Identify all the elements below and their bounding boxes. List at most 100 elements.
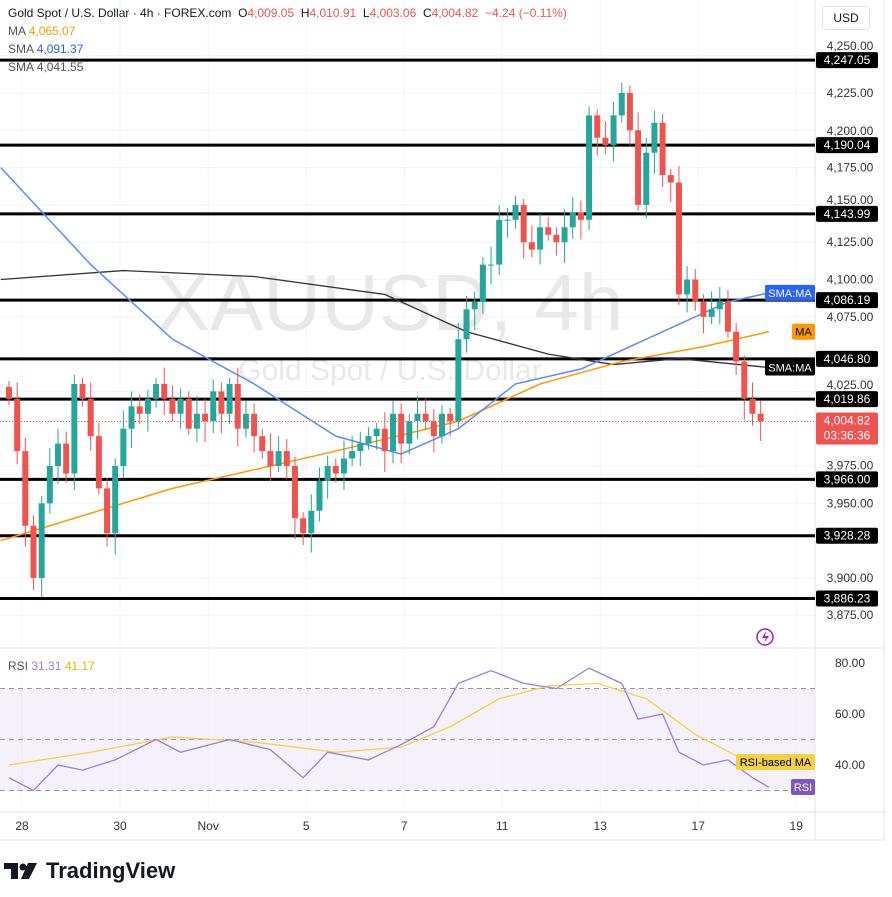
rsi-label: RSI — [794, 782, 812, 794]
candle-down — [218, 391, 225, 414]
price-tick-label: 4,175.00 — [827, 161, 874, 175]
candle-up — [71, 383, 78, 474]
candle-down — [291, 466, 298, 519]
ma-value: 4,065.07 — [28, 24, 76, 38]
candle-up — [618, 93, 625, 116]
candle-down — [161, 383, 168, 399]
rsi-name: RSI — [8, 659, 29, 673]
level-price-badge — [816, 350, 878, 367]
currency-button[interactable]: USD — [822, 6, 870, 30]
candle-down — [635, 130, 642, 205]
candle-up — [496, 219, 503, 265]
candle-down — [422, 413, 429, 422]
candle-up — [512, 204, 519, 220]
level-price-label: 4,143.99 — [824, 207, 871, 221]
bar-countdown: 03:36:36 — [824, 429, 871, 443]
sma-value: 4,091.37 — [36, 42, 84, 56]
rsi-value: 31.31 — [31, 659, 62, 673]
time-tick-label: 30 — [113, 819, 127, 833]
time-tick-label: 11 — [496, 819, 509, 833]
price-tick-label: 4,075.00 — [827, 310, 874, 324]
rsi-ma-value: 41.17 — [64, 659, 95, 673]
rsi-legend[interactable]: RSI 31.31 41.17 — [8, 659, 95, 673]
sma-legend[interactable]: SMA 4,091.37 — [8, 42, 83, 56]
candle-down — [267, 451, 274, 466]
time-tick-label: 13 — [594, 819, 608, 833]
candle-down — [234, 383, 241, 429]
ma-legend[interactable]: MA 4,065.07 — [8, 24, 75, 38]
price-tick-label: 4,025.00 — [827, 378, 874, 392]
candle-up — [537, 227, 544, 250]
level-price-label: 3,966.00 — [824, 472, 871, 486]
candle-up — [55, 443, 62, 466]
open-value: 4,009.05 — [247, 6, 295, 20]
price-tick-label: 4,200.00 — [827, 124, 874, 138]
tradingview-logo-icon — [4, 863, 37, 879]
candle-up — [128, 406, 135, 429]
price-tick-label: 4,150.00 — [827, 193, 874, 207]
candle-down — [602, 137, 609, 146]
candle-down — [332, 466, 339, 474]
candle-down — [104, 488, 111, 534]
price-tick-label: 3,950.00 — [827, 496, 874, 510]
rsi-ma-label-badge — [736, 754, 815, 770]
level-price-label: 4,019.86 — [824, 392, 871, 406]
ma-name: MA — [8, 24, 26, 38]
candle-down — [251, 413, 258, 437]
candle-up — [112, 466, 119, 534]
tradingview-logo[interactable]: TradingView — [4, 858, 175, 884]
candle-up — [463, 309, 470, 340]
sma-slow-legend[interactable]: SMA 4,041.55 — [8, 60, 83, 74]
symbol-legend: Gold Spot / U.S. Dollar · 4h · FOREX.com… — [8, 6, 567, 20]
candle-down — [594, 115, 601, 138]
time-tick-label: 7 — [401, 819, 408, 833]
sma-slow-name: SMA — [8, 60, 34, 74]
candle-down — [185, 398, 192, 429]
candle-up — [389, 413, 396, 452]
candle-up — [716, 301, 723, 310]
sma-name: SMA — [8, 42, 34, 56]
watermark-symbol: XAUUSD, 4h — [157, 258, 624, 347]
candle-down — [381, 428, 388, 452]
candle-up — [455, 339, 462, 422]
candle-up — [177, 398, 184, 414]
candle-up — [684, 279, 691, 295]
time-tick-label: 28 — [15, 819, 29, 833]
price-tick-label: 3,875.00 — [827, 608, 874, 622]
price-tick-label: 3,900.00 — [827, 571, 874, 585]
candle-down — [741, 361, 748, 399]
candle-up — [365, 436, 372, 444]
candle-up — [651, 122, 658, 153]
candle-down — [659, 122, 666, 176]
candle-up — [120, 428, 127, 466]
candle-up — [569, 212, 576, 228]
rsi-tick-label: 60.00 — [835, 707, 865, 721]
candle-up — [242, 413, 249, 429]
candle-down — [724, 301, 731, 332]
candle-up — [275, 451, 282, 466]
time-tick-label: 5 — [303, 819, 310, 833]
candle-up — [643, 152, 650, 205]
candle-up — [324, 466, 331, 481]
candle-up — [193, 413, 200, 429]
candle-down — [87, 398, 94, 437]
sma-fast-label-badge — [765, 284, 815, 301]
candle-up — [479, 264, 486, 302]
close-value: 4,004.82 — [431, 6, 479, 20]
low-value: 4,003.06 — [369, 6, 417, 20]
candle-up — [316, 480, 323, 511]
high-value: 4,010.91 — [309, 6, 357, 20]
time-tick-label: Nov — [198, 819, 219, 833]
candle-down — [169, 398, 176, 414]
candle-down — [202, 413, 209, 422]
candle-down — [79, 383, 86, 399]
sma-slow-value: 4,041.55 — [36, 60, 84, 74]
price-tick-label: 4,100.00 — [827, 273, 874, 287]
candle-up — [349, 451, 356, 459]
level-price-label: 4,190.04 — [824, 138, 871, 152]
candle-down — [283, 451, 290, 466]
candle-up — [406, 421, 413, 444]
level-price-badge — [816, 205, 878, 222]
candle-down — [14, 398, 21, 452]
